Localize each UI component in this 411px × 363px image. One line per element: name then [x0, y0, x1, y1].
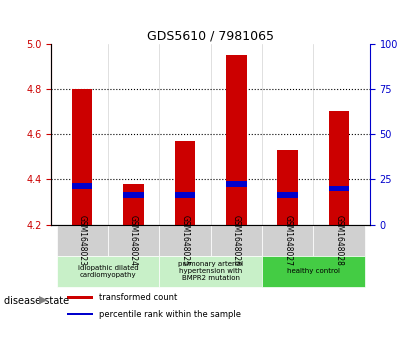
FancyBboxPatch shape — [57, 225, 108, 256]
Text: transformed count: transformed count — [99, 293, 178, 302]
Bar — [123, 192, 144, 198]
Text: GSM1648026: GSM1648026 — [232, 215, 241, 266]
Text: GSM1648024: GSM1648024 — [129, 215, 138, 266]
Text: GSM1648027: GSM1648027 — [283, 215, 292, 266]
Bar — [123, 184, 144, 225]
FancyBboxPatch shape — [262, 256, 365, 287]
FancyBboxPatch shape — [159, 256, 262, 287]
Text: idiopathic dilated
cardiomyopathy: idiopathic dilated cardiomyopathy — [78, 265, 138, 278]
Bar — [72, 183, 92, 189]
Text: pulmonary arterial
hypertension with
BMPR2 mutation: pulmonary arterial hypertension with BMP… — [178, 261, 243, 281]
FancyBboxPatch shape — [211, 225, 262, 256]
Text: ▶: ▶ — [39, 294, 48, 305]
Bar — [67, 296, 93, 299]
Text: GSM1648028: GSM1648028 — [335, 215, 344, 266]
FancyBboxPatch shape — [57, 256, 159, 287]
Title: GDS5610 / 7981065: GDS5610 / 7981065 — [147, 29, 274, 42]
Text: disease state: disease state — [4, 296, 69, 306]
FancyBboxPatch shape — [108, 225, 159, 256]
Bar — [175, 192, 195, 198]
FancyBboxPatch shape — [159, 225, 211, 256]
Bar — [226, 181, 247, 187]
Bar — [72, 89, 92, 225]
Bar — [175, 141, 195, 225]
Bar — [329, 111, 349, 225]
Text: percentile rank within the sample: percentile rank within the sample — [99, 310, 241, 318]
Text: GSM1648023: GSM1648023 — [78, 215, 87, 266]
FancyBboxPatch shape — [262, 225, 313, 256]
Text: healthy control: healthy control — [287, 268, 340, 274]
Bar — [67, 313, 93, 315]
Bar — [329, 185, 349, 191]
Bar — [277, 192, 298, 198]
Text: GSM1648025: GSM1648025 — [180, 215, 189, 266]
FancyBboxPatch shape — [313, 225, 365, 256]
Bar — [226, 55, 247, 225]
Bar — [277, 150, 298, 225]
